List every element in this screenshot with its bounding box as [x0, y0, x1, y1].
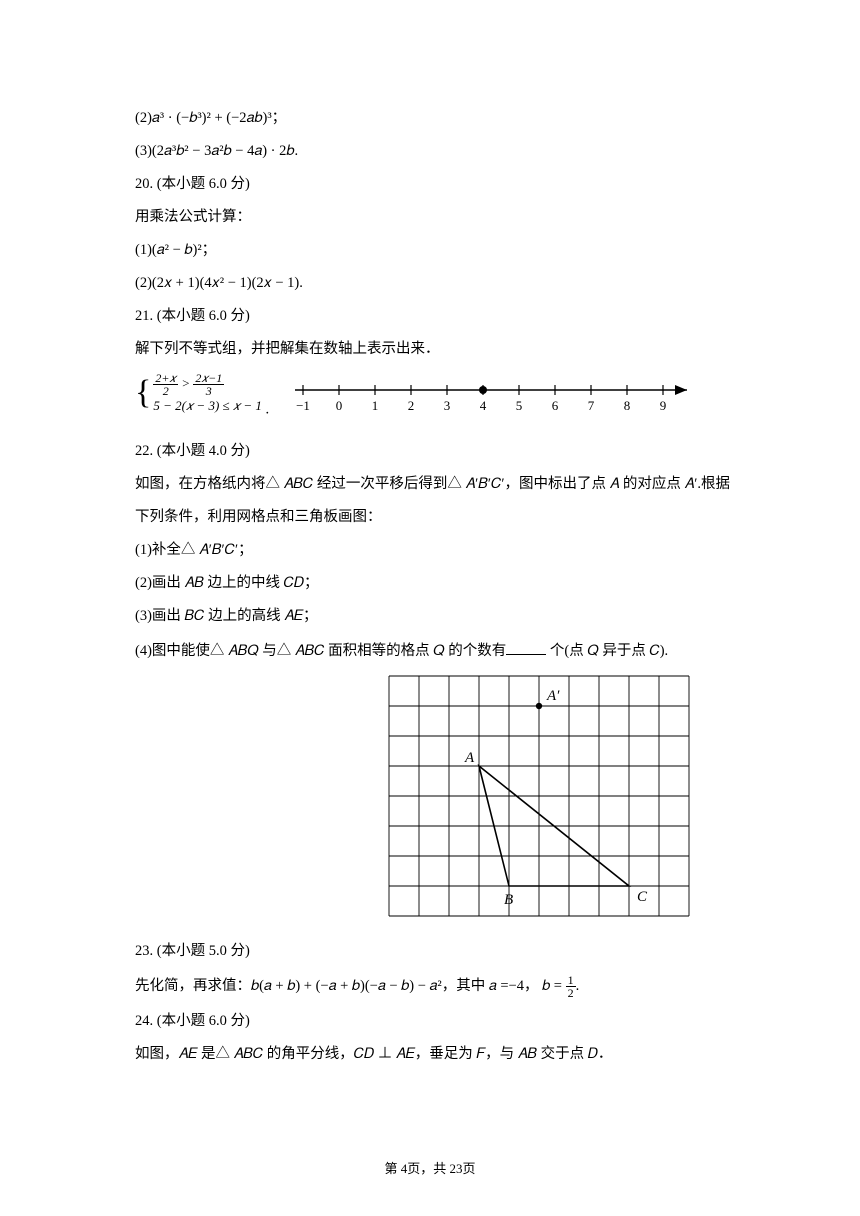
left-brace-icon: { [135, 376, 151, 410]
svg-text:4: 4 [480, 398, 487, 413]
q19-sub3: (3)(2𝑎³𝑏² − 3𝑎²𝑏 − 4𝑎) · 2𝑏. [135, 141, 735, 162]
q21-system-row: { 2+𝑥2 > 2𝑥−13 5 − 2(𝑥 − 3) ≤ 𝑥 − 1 . −1… [135, 372, 735, 424]
q22-intro-l2: 下列条件，利用网格点和三角板画图： [135, 507, 735, 528]
system-period: . [266, 401, 270, 417]
svg-text:5: 5 [516, 398, 523, 413]
q23-text: 先化简，再求值：𝑏(𝑎 + 𝑏) + (−𝑎 + 𝑏)(−𝑎 − 𝑏) − 𝑎²… [135, 974, 735, 999]
q20-sub2: (2)(2𝑥 + 1)(4𝑥² − 1)(2𝑥 − 1). [135, 273, 735, 294]
q22-sub1: (1)补全△ 𝐴′𝐵′𝐶′； [135, 540, 735, 561]
page-footer: 第 4页，共 23页 [0, 1158, 860, 1177]
inequality-system: { 2+𝑥2 > 2𝑥−13 5 − 2(𝑥 − 3) ≤ 𝑥 − 1 [135, 372, 262, 415]
page-content: (2)𝑎³ · (−𝑏³)² + (−2𝑎𝑏)³； (3)(2𝑎³𝑏² − 3𝑎… [135, 108, 735, 1077]
svg-text:6: 6 [552, 398, 559, 413]
q22-sub4: (4)图中能使△ 𝐴𝐵𝑄 与△ 𝐴𝐵𝐶 面积相等的格点 𝑄 的个数有 个(点 𝑄… [135, 639, 735, 662]
svg-text:A′: A′ [546, 688, 560, 704]
svg-text:1: 1 [372, 398, 379, 413]
q22-intro-l1: 如图，在方格纸内将△ 𝐴𝐵𝐶 经过一次平移后得到△ 𝐴′𝐵′𝐶′，图中标出了点 … [135, 474, 735, 495]
svg-text:3: 3 [444, 398, 451, 413]
svg-text:A: A [464, 750, 475, 766]
q22-head: 22. (本小题 4.0 分) [135, 441, 735, 462]
q21-head: 21. (本小题 6.0 分) [135, 306, 735, 327]
q24-text: 如图，𝐴𝐸 是△ 𝐴𝐵𝐶 的角平分线，𝐶𝐷 ⊥ 𝐴𝐸，垂足为 𝐹，与 𝐴𝐵 交于… [135, 1044, 735, 1065]
svg-text:−1: −1 [296, 398, 310, 413]
svg-text:0: 0 [336, 398, 343, 413]
q22-sub3: (3)画出 𝐵𝐶 边上的高线 𝐴𝐸； [135, 606, 735, 627]
q23-head: 23. (本小题 5.0 分) [135, 941, 735, 962]
svg-text:B: B [504, 892, 513, 908]
q19-sub2: (2)𝑎³ · (−𝑏³)² + (−2𝑎𝑏)³； [135, 108, 735, 129]
q20-sub1: (1)(𝑎² − 𝑏)²； [135, 240, 735, 261]
svg-text:9: 9 [660, 398, 667, 413]
svg-text:8: 8 [624, 398, 631, 413]
q22-sub2: (2)画出 𝐴𝐵 边上的中线 𝐶𝐷； [135, 573, 735, 594]
svg-text:C: C [637, 889, 648, 905]
q21-intro: 解下列不等式组，并把解集在数轴上表示出来． [135, 339, 735, 360]
fill-blank[interactable] [506, 639, 546, 655]
svg-text:7: 7 [588, 398, 595, 413]
q20-head: 20. (本小题 6.0 分) [135, 174, 735, 195]
svg-text:2: 2 [408, 398, 415, 413]
number-line: −1 0 1 2 3 4 5 6 7 8 9 [291, 376, 711, 425]
q20-intro: 用乘法公式计算： [135, 207, 735, 228]
q24-head: 24. (本小题 6.0 分) [135, 1011, 735, 1032]
grid-figure: A′ A B C [387, 674, 735, 923]
